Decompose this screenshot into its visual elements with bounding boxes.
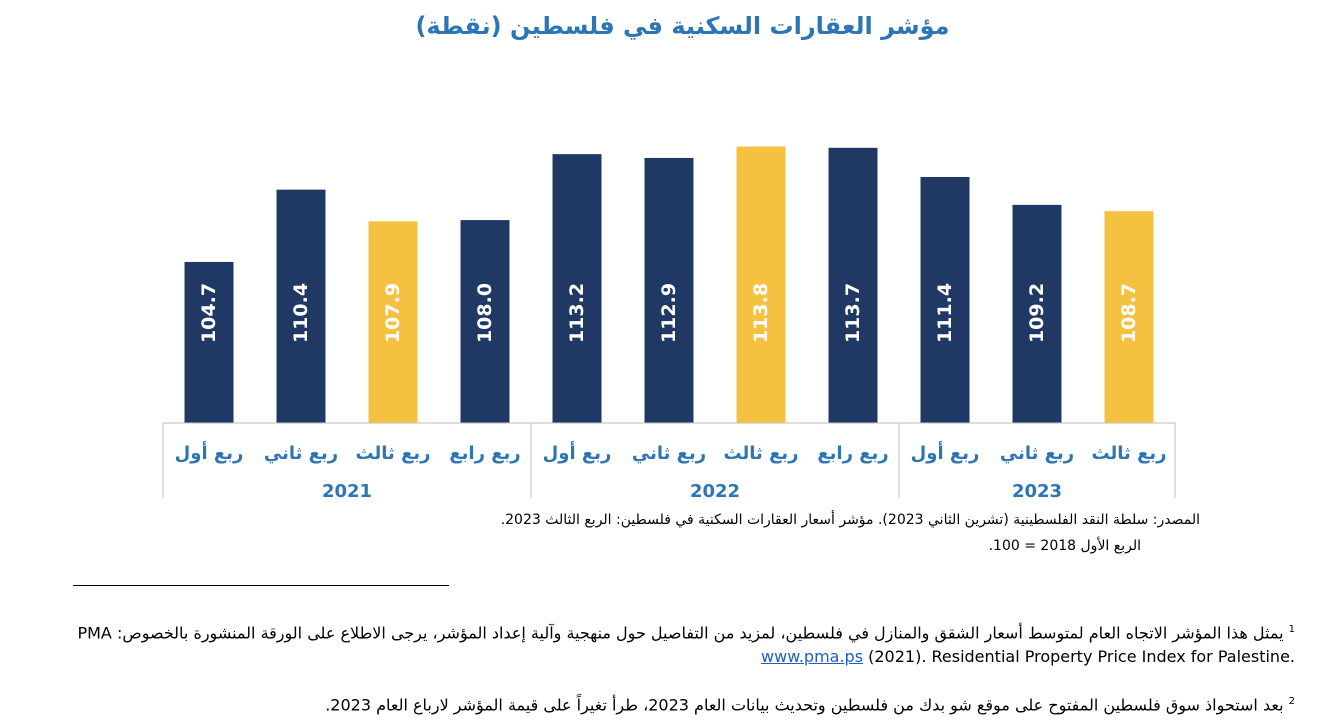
category-label-5: ربع أول [543, 441, 612, 464]
bar-chart: 104.7 ربع أول 110.4 ربع ثاني 107.9 ربع ثالث 10… [162, 146, 1176, 502]
bar-6 [644, 157, 694, 423]
bar-7 [736, 146, 786, 423]
bar-value-label-11: 108.7 [1118, 283, 1140, 343]
footnote-1: 1 يمثل هذا المؤشر الاتجاه العام لمتوسط أ… [65, 618, 1295, 669]
bar-value-label-3: 107.9 [382, 283, 404, 343]
footnote-2: 2 بعد استحواذ سوق فلسطين المفتوح على موق… [65, 690, 1295, 717]
bar-8 [828, 147, 878, 423]
bar-4 [460, 220, 510, 423]
footnote-1-link[interactable]: www.pma.ps [761, 647, 864, 667]
category-label-2: ربع ثاني [264, 443, 338, 464]
bar-value-label-9: 111.4 [934, 283, 956, 343]
category-label-4: ربع رابع [449, 443, 520, 464]
bar-value-label-6: 112.9 [658, 283, 680, 343]
category-label-7: ربع ثالث [723, 443, 798, 464]
bar-2 [276, 189, 326, 423]
bar-11 [1104, 211, 1154, 423]
footnote-1-text: يمثل هذا المؤشر الاتجاه العام لمتوسط أسع… [116, 623, 1284, 643]
source-line-1: المصدر: سلطة النقد الفلسطينية (تشرين الث… [500, 512, 1200, 528]
bar-5 [552, 154, 602, 424]
category-label-9: ربع أول [911, 441, 980, 464]
category-label-1: ربع أول [175, 441, 244, 464]
category-label-3: ربع ثالث [355, 443, 430, 464]
category-label-11: ربع ثالث [1091, 443, 1166, 464]
bar-10 [1012, 204, 1062, 423]
bar-value-label-4: 108.0 [474, 283, 496, 343]
category-label-8: ربع رابع [817, 443, 888, 464]
footnote-2-text: بعد استحواذ سوق فلسطين المفتوح على موقع … [325, 695, 1284, 715]
source-line-2: الربع الأول 2018 = 100. [988, 538, 1141, 554]
bar-value-label-8: 113.7 [842, 283, 864, 343]
bar-3 [368, 221, 418, 423]
category-label-6: ربع ثاني [632, 443, 706, 464]
footnote-2-mark: 2 [1288, 696, 1295, 707]
chart-title: مؤشر العقارات السكنية في فلسطين (نقطة) [415, 12, 950, 40]
year-label-2021: 2021 [322, 481, 372, 502]
year-label-2023: 2023 [1012, 481, 1062, 502]
bar-value-label-1: 104.7 [198, 283, 220, 343]
footnote-separator [73, 585, 449, 586]
bar-value-label-10: 109.2 [1026, 283, 1048, 343]
category-label-10: ربع ثاني [1000, 443, 1074, 464]
year-label-2022: 2022 [690, 481, 740, 502]
bar-9 [920, 176, 970, 423]
footnote-1-citation: PMA (2021). Residential Property Price I… [77, 623, 1295, 667]
bar-value-label-5: 113.2 [566, 283, 588, 343]
bar-value-label-7: 113.8 [750, 283, 772, 343]
bar-value-label-2: 110.4 [290, 283, 312, 343]
bar-1 [184, 261, 234, 423]
footnote-1-mark: 1 [1288, 624, 1295, 635]
